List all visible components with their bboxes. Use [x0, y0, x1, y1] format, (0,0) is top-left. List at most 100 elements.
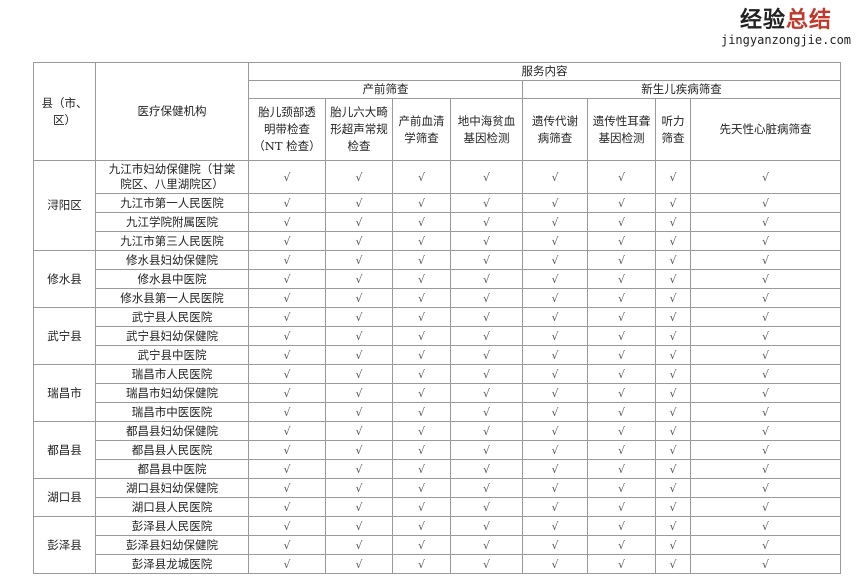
institution-cell: 湖口县妇幼保健院 [95, 478, 249, 498]
check-mark: √ [587, 160, 656, 194]
newborn-header: 新生儿疾病筛查 [522, 80, 841, 99]
column-header: 遗传代谢病筛查 [522, 98, 588, 161]
check-mark: √ [248, 326, 326, 346]
table-row: 武宁县妇幼保健院 √ √ √ √ √ √ √ √ [34, 326, 841, 346]
check-mark: √ [392, 459, 451, 479]
check-mark: √ [325, 497, 393, 517]
institution-header: 医疗保健机构 [95, 62, 249, 161]
check-mark: √ [522, 459, 588, 479]
institution-cell: 彭泽县人民医院 [95, 516, 249, 536]
county-cell: 湖口县 [33, 478, 96, 517]
check-mark: √ [522, 288, 588, 308]
check-mark: √ [690, 535, 841, 555]
institution-cell: 都昌县妇幼保健院 [95, 421, 249, 441]
check-mark: √ [655, 497, 691, 517]
check-mark: √ [248, 554, 326, 574]
institution-cell: 彭泽县妇幼保健院 [95, 535, 249, 555]
check-mark: √ [248, 231, 326, 251]
county-cell: 修水县 [33, 250, 96, 308]
check-mark: √ [450, 231, 523, 251]
check-mark: √ [522, 231, 588, 251]
check-mark: √ [450, 497, 523, 517]
service-header: 服务内容 [248, 62, 841, 81]
check-mark: √ [522, 554, 588, 574]
check-mark: √ [690, 497, 841, 517]
check-mark: √ [248, 516, 326, 536]
check-mark: √ [690, 231, 841, 251]
check-mark: √ [690, 250, 841, 270]
check-mark: √ [655, 402, 691, 422]
institution-cell: 九江学院附属医院 [95, 212, 249, 232]
check-mark: √ [587, 326, 656, 346]
table-row: 湖口县人民医院 √ √ √ √ √ √ √ √ [34, 497, 841, 517]
check-mark: √ [587, 269, 656, 289]
check-mark: √ [392, 535, 451, 555]
table-row: 瑞昌市中医医院 √ √ √ √ √ √ √ √ [34, 402, 841, 422]
check-mark: √ [655, 516, 691, 536]
check-mark: √ [450, 345, 523, 365]
check-mark: √ [392, 440, 451, 460]
check-mark: √ [587, 459, 656, 479]
table-row: 都昌县中医院 √ √ √ √ √ √ √ √ [34, 459, 841, 479]
institution-cell: 都昌县中医院 [95, 459, 249, 479]
check-mark: √ [690, 288, 841, 308]
check-mark: √ [392, 231, 451, 251]
check-mark: √ [392, 193, 451, 213]
check-mark: √ [655, 421, 691, 441]
check-mark: √ [392, 364, 451, 384]
check-mark: √ [522, 345, 588, 365]
check-mark: √ [690, 459, 841, 479]
check-mark: √ [587, 516, 656, 536]
column-header: 遗传性耳聋基因检测 [587, 98, 656, 161]
table-row: 湖口县 湖口县妇幼保健院 √ √ √ √ √ √ √ √ [33, 478, 841, 517]
check-mark: √ [655, 212, 691, 232]
check-mark: √ [690, 326, 841, 346]
check-mark: √ [522, 440, 588, 460]
check-mark: √ [450, 402, 523, 422]
check-mark: √ [325, 250, 393, 270]
institution-cell: 修水县妇幼保健院 [95, 250, 249, 270]
check-mark: √ [392, 345, 451, 365]
institution-cell: 瑞昌市中医医院 [95, 402, 249, 422]
check-mark: √ [522, 250, 588, 270]
table-row: 武宁县 武宁县人民医院 √ √ √ √ √ √ √ √ [33, 307, 841, 365]
check-mark: √ [392, 516, 451, 536]
check-mark: √ [392, 326, 451, 346]
check-mark: √ [392, 269, 451, 289]
check-mark: √ [450, 478, 523, 498]
check-mark: √ [325, 478, 393, 498]
institution-cell: 都昌县人民医院 [95, 440, 249, 460]
check-mark: √ [325, 364, 393, 384]
check-mark: √ [450, 307, 523, 327]
check-mark: √ [450, 383, 523, 403]
institution-cell: 瑞昌市人民医院 [95, 364, 249, 384]
column-header: 产前血清学筛查 [392, 98, 451, 161]
check-mark: √ [450, 554, 523, 574]
watermark-text: 经验 [739, 8, 786, 33]
check-mark: √ [655, 193, 691, 213]
column-header: 先天性心脏病筛查 [690, 98, 841, 161]
check-mark: √ [587, 440, 656, 460]
check-mark: √ [690, 421, 841, 441]
check-mark: √ [392, 383, 451, 403]
institution-cell: 武宁县人民医院 [95, 307, 249, 327]
institution-cell: 修水县中医院 [95, 269, 249, 289]
check-mark: √ [690, 402, 841, 422]
check-mark: √ [450, 516, 523, 536]
check-mark: √ [655, 383, 691, 403]
check-mark: √ [325, 440, 393, 460]
table-row: 彭泽县妇幼保健院 √ √ √ √ √ √ √ √ [34, 535, 841, 555]
table-row: 瑞昌市 瑞昌市人民医院 √ √ √ √ √ √ √ √ [33, 364, 841, 422]
check-mark: √ [248, 212, 326, 232]
check-mark: √ [325, 212, 393, 232]
check-mark: √ [450, 288, 523, 308]
check-mark: √ [248, 383, 326, 403]
check-mark: √ [522, 212, 588, 232]
screening-institutions-table: 县（市、区） 医疗保健机构 服务内容 产前筛查 新生儿疾病筛查 胎儿颈部透明带检… [33, 62, 841, 574]
column-header: 胎儿六大畸形超声常规检查 [325, 98, 393, 161]
institution-cell: 九江市第一人民医院 [95, 193, 249, 213]
check-mark: √ [522, 497, 588, 517]
check-mark: √ [248, 307, 326, 327]
check-mark: √ [392, 478, 451, 498]
check-mark: √ [248, 459, 326, 479]
